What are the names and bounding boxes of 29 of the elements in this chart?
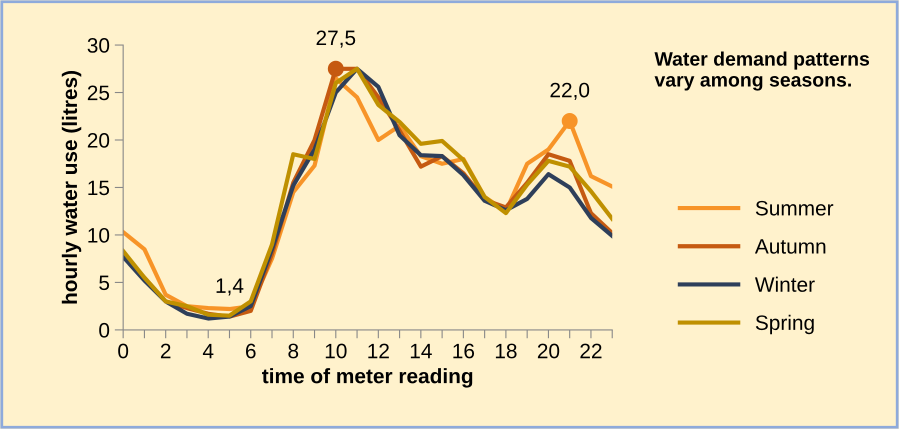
y-axis-title: hourly water use (litres) — [62, 70, 82, 304]
legend-label: Spring — [756, 314, 814, 334]
y-tick-label: 5 — [99, 276, 110, 290]
y-tick-label: 15 — [88, 180, 110, 196]
y-tick-label: 0 — [99, 322, 110, 338]
y-tick-label: 25 — [88, 86, 110, 100]
legend-label: Winter — [754, 276, 815, 292]
x-tick-label: 18 — [496, 344, 517, 358]
legend-label: Autumn — [754, 239, 826, 254]
annotation: 27,5 — [316, 30, 356, 48]
x-tick-label: 20 — [538, 344, 560, 358]
x-axis-title: time of meter reading — [262, 368, 472, 388]
x-tick-label: 14 — [410, 344, 432, 358]
y-tick-label: 30 — [88, 38, 110, 53]
x-tick-label: 2 — [160, 344, 170, 358]
x-tick-label: 10 — [326, 344, 347, 358]
x-tick-label: 22 — [580, 344, 602, 358]
y-tick-label: 20 — [88, 133, 110, 148]
x-tick-label: 16 — [453, 344, 474, 358]
legend-label: Summer — [756, 200, 834, 216]
x-tick-label: 12 — [368, 344, 389, 358]
text: Water demand patterns vary among seasons. — [654, 51, 870, 91]
x-tick-label: 4 — [202, 344, 214, 358]
y-tick-label: 10 — [88, 228, 110, 243]
x-tick-label: 6 — [246, 344, 256, 358]
annotation: 22,0 — [550, 82, 590, 100]
x-tick-label: 8 — [288, 344, 298, 358]
x-tick-label: 0 — [118, 344, 128, 358]
annotation: 1,4 — [216, 278, 244, 296]
